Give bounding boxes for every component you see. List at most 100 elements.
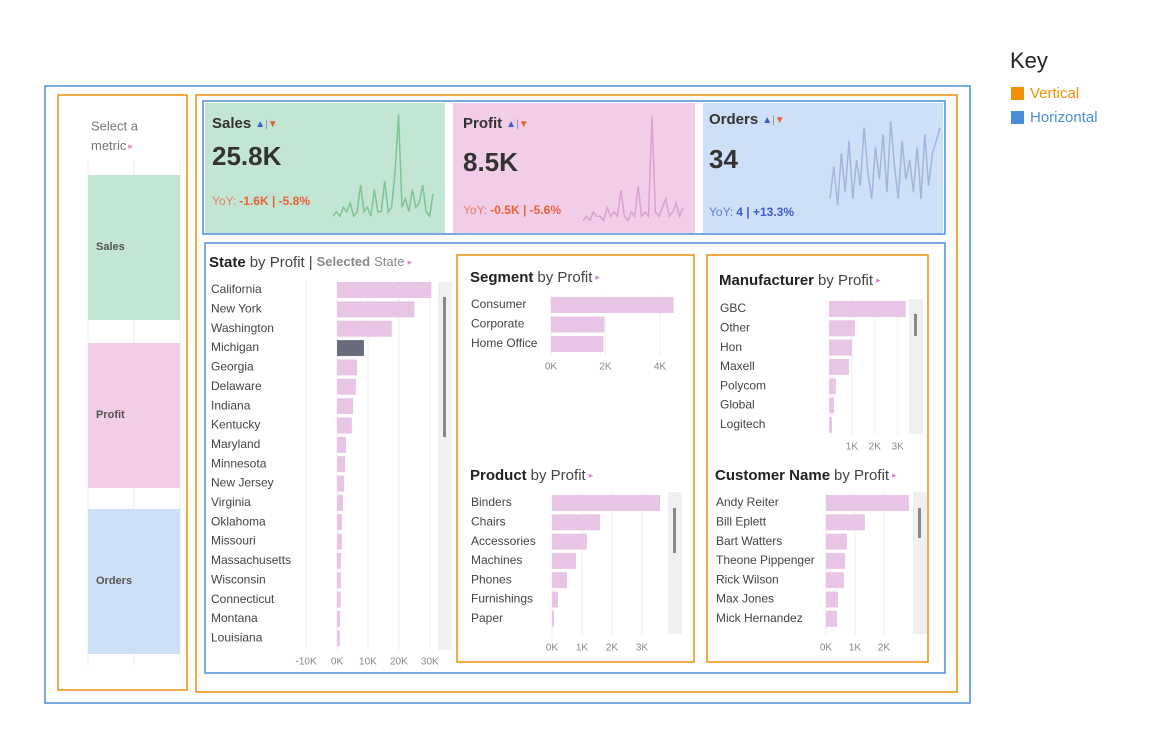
title-field: State bbox=[209, 254, 246, 271]
bar[interactable] bbox=[826, 552, 846, 569]
bar[interactable] bbox=[826, 591, 838, 608]
category-label: Minnesota bbox=[211, 456, 267, 470]
title-field: Segment bbox=[470, 269, 533, 286]
menu-glyph[interactable]: ▸ bbox=[892, 470, 897, 480]
chart-title: Segment by Profit ▸ bbox=[470, 269, 600, 286]
bar[interactable] bbox=[337, 456, 346, 473]
yoy-value: -1.6K | -5.8% bbox=[239, 194, 310, 208]
bar[interactable] bbox=[826, 514, 865, 531]
bar[interactable] bbox=[829, 358, 849, 375]
bar[interactable] bbox=[337, 572, 342, 589]
prompt: Select a bbox=[91, 118, 139, 133]
bar[interactable] bbox=[337, 514, 342, 531]
bar[interactable] bbox=[337, 494, 343, 511]
x-tick-label: 10K bbox=[359, 657, 377, 668]
metric-button[interactable] bbox=[88, 509, 180, 654]
scrollbar-thumb[interactable] bbox=[673, 508, 676, 553]
bar[interactable] bbox=[337, 610, 341, 627]
bar[interactable] bbox=[337, 552, 342, 569]
bar[interactable] bbox=[337, 359, 358, 376]
bar[interactable] bbox=[552, 514, 600, 531]
x-tick-label: 2K bbox=[599, 362, 612, 373]
scrollbar-track[interactable] bbox=[668, 492, 682, 634]
x-tick-label: 4K bbox=[654, 362, 667, 373]
bar[interactable] bbox=[552, 495, 660, 511]
bar[interactable] bbox=[552, 572, 567, 589]
bar[interactable] bbox=[337, 301, 415, 318]
key-swatch bbox=[1011, 111, 1024, 124]
category-label: Phones bbox=[471, 572, 512, 586]
title-selected-field: State bbox=[374, 254, 404, 269]
bar[interactable] bbox=[552, 533, 588, 550]
scrollbar-thumb[interactable] bbox=[918, 508, 921, 538]
x-tick-label: 0K bbox=[331, 657, 344, 668]
category-label: Theone Pippenger bbox=[716, 553, 815, 567]
bar[interactable] bbox=[337, 378, 356, 395]
bar[interactable] bbox=[552, 552, 576, 569]
x-tick-label: 0K bbox=[545, 362, 558, 373]
scrollbar-track[interactable] bbox=[438, 282, 452, 650]
bar[interactable] bbox=[337, 398, 354, 415]
bar[interactable] bbox=[337, 320, 392, 337]
category-label: California bbox=[211, 282, 262, 296]
category-label: Corporate bbox=[471, 317, 525, 331]
x-tick-label: 0K bbox=[546, 643, 559, 654]
down-glyph: ▼ bbox=[268, 119, 278, 130]
menu-glyph: ▸ bbox=[128, 141, 133, 151]
menu-glyph[interactable]: ▸ bbox=[589, 470, 594, 480]
vertical-container bbox=[456, 254, 695, 663]
kpi-card bbox=[703, 103, 943, 233]
bar[interactable] bbox=[337, 436, 346, 453]
sparkline bbox=[332, 114, 434, 219]
category-label: Massachusetts bbox=[211, 553, 291, 567]
category-label: Maryland bbox=[211, 437, 260, 451]
bar[interactable] bbox=[337, 340, 364, 357]
scrollbar-thumb[interactable] bbox=[443, 297, 446, 437]
bar[interactable] bbox=[826, 572, 844, 589]
menu-glyph[interactable]: ▸ bbox=[407, 257, 412, 267]
bar[interactable] bbox=[551, 336, 604, 352]
bar[interactable] bbox=[829, 378, 836, 395]
bar[interactable] bbox=[826, 610, 838, 627]
category-label: Delaware bbox=[211, 379, 262, 393]
bar[interactable] bbox=[829, 339, 852, 356]
chart-title: Customer Name by Profit ▸ bbox=[715, 467, 897, 484]
category-label: Chairs bbox=[471, 514, 506, 528]
prompt: metric bbox=[91, 138, 127, 153]
metric-button[interactable] bbox=[88, 343, 180, 488]
up-glyph: ▲ bbox=[506, 119, 516, 130]
bar[interactable] bbox=[337, 282, 432, 298]
bar[interactable] bbox=[552, 591, 558, 608]
x-tick-label: 3K bbox=[636, 643, 649, 654]
bar[interactable] bbox=[829, 301, 906, 317]
scrollbar-thumb[interactable] bbox=[914, 314, 917, 336]
bar[interactable] bbox=[552, 610, 555, 627]
bar[interactable] bbox=[337, 630, 340, 647]
metric-button-label: Orders bbox=[96, 575, 132, 587]
menu-glyph[interactable]: ▸ bbox=[876, 275, 881, 285]
bar[interactable] bbox=[826, 495, 909, 511]
bar[interactable] bbox=[829, 416, 832, 433]
bar[interactable] bbox=[337, 417, 352, 434]
bar[interactable] bbox=[337, 591, 341, 608]
bar[interactable] bbox=[551, 297, 674, 313]
x-tick-label: 30K bbox=[421, 657, 439, 668]
category-label: Mick Hernandez bbox=[716, 611, 803, 625]
kpi-title: Orders ▲|▼ bbox=[709, 111, 785, 128]
bar[interactable] bbox=[829, 320, 855, 337]
bar[interactable] bbox=[337, 533, 342, 550]
bar[interactable] bbox=[829, 397, 835, 414]
category-label: Polycom bbox=[720, 378, 766, 392]
scrollbar-track[interactable] bbox=[909, 299, 923, 434]
category-label: Georgia bbox=[211, 360, 254, 374]
scrollbar-track[interactable] bbox=[913, 492, 927, 634]
metric-button[interactable] bbox=[88, 175, 180, 320]
menu-glyph[interactable]: ▸ bbox=[595, 272, 600, 282]
title-sep: | bbox=[309, 254, 313, 271]
yoy-label: YoY: bbox=[709, 205, 733, 219]
category-label: Washington bbox=[211, 321, 274, 335]
bar[interactable] bbox=[337, 475, 345, 492]
bar[interactable] bbox=[826, 533, 847, 550]
bar[interactable] bbox=[551, 316, 605, 333]
category-label: Max Jones bbox=[716, 592, 774, 606]
